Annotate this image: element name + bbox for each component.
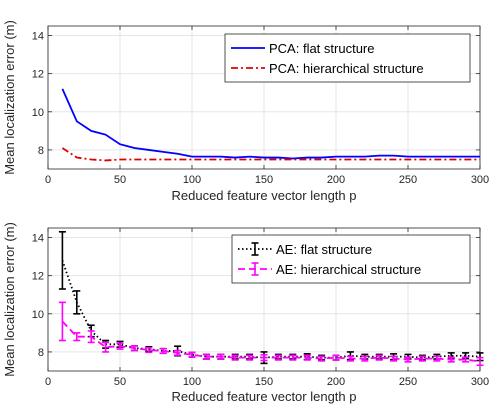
legend: PCA: flat structure PCA: hierarchical str… [224,33,471,83]
x-tick-label: 100 [183,376,201,388]
x-tick-label: 0 [45,376,51,388]
series-2 [58,301,484,367]
series-line [61,88,480,160]
y-tick-label: 14 [32,31,44,43]
x-tick-label: 150 [255,376,273,388]
x-tick-label: 150 [255,174,273,186]
y-tick-label: 14 [32,233,44,245]
series-line [61,147,480,162]
chart-panel-1: 0 50 100 150 200 250 300 8 10 12 14 Reduced feature… [2,20,489,203]
y-tick-label: 12 [32,271,44,283]
series-line [61,320,481,363]
series-2 [61,147,480,162]
x-tick-label: 50 [114,376,126,388]
x-tick-label: 200 [327,174,345,186]
y-tick-label: 10 [32,309,44,321]
legend: AE: flat structure AE: hierarchical struc… [231,234,471,284]
x-tick-label: 250 [399,174,417,186]
y-tick-label: 10 [32,107,44,119]
x-tick-label: 0 [45,174,51,186]
y-axis-label: Mean localization error (m) [2,20,17,175]
x-tick-label: 250 [399,376,417,388]
chart-panel-2: 0 50 100 150 200 250 300 8 10 12 14 Reduced feature… [2,222,489,404]
y-axis-label: Mean localization error (m) [2,222,17,377]
legend-label: PCA: hierarchical structure [269,61,424,76]
series-1 [61,88,480,160]
x-tick-label: 300 [471,376,489,388]
legend-box [224,33,471,83]
legend-label: AE: flat structure [276,242,372,257]
legend-label: PCA: flat structure [269,41,374,56]
legend-box [231,234,471,284]
legend-label: AE: hierarchical structure [276,262,421,277]
x-tick-label: 100 [183,174,201,186]
x-axis-label: Reduced feature vector length p [171,188,356,203]
y-tick-label: 8 [38,145,44,157]
y-tick-label: 8 [38,347,44,359]
x-tick-label: 50 [114,174,126,186]
x-tick-label: 300 [471,174,489,186]
x-tick-label: 200 [327,376,345,388]
y-tick-label: 12 [32,69,44,81]
x-axis-label: Reduced feature vector length p [171,389,356,404]
